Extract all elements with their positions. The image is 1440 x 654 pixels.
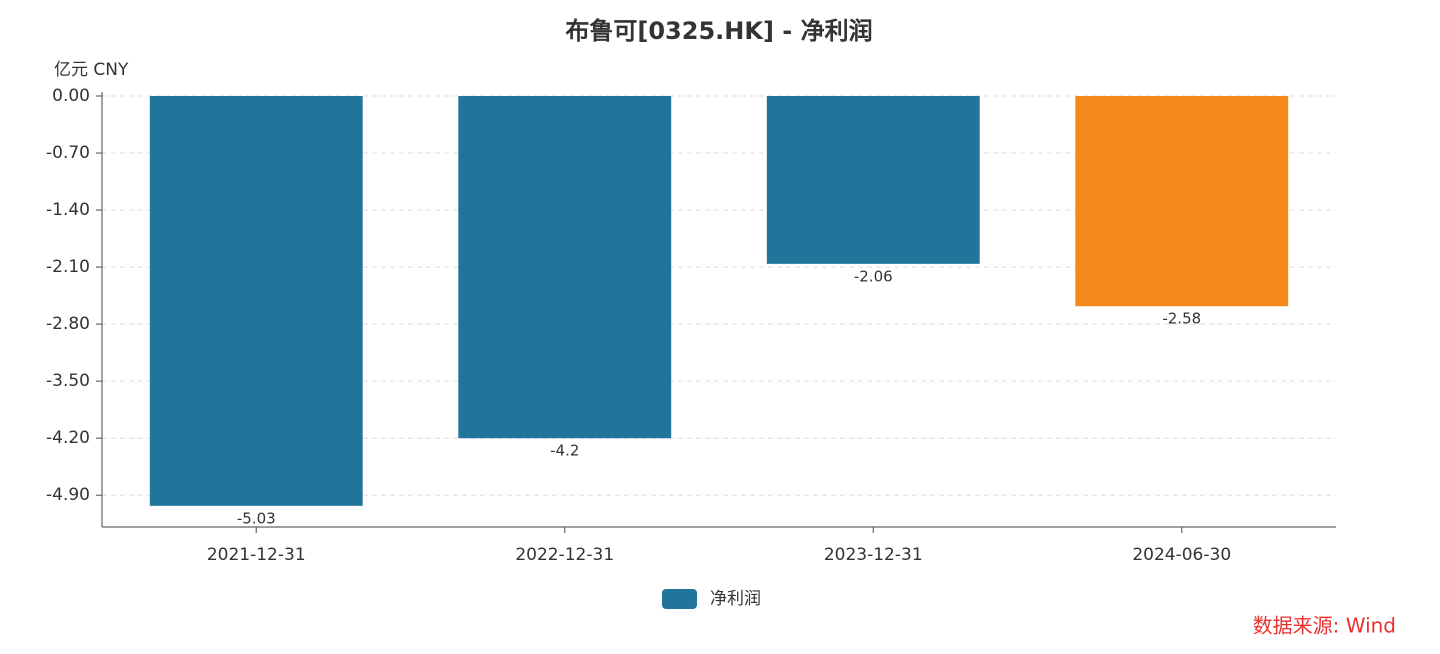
legend-swatch bbox=[662, 589, 697, 609]
y-tick-label: -4.20 bbox=[46, 428, 90, 448]
chart-title: 布鲁可[0325.HK] - 净利润 bbox=[565, 17, 872, 45]
bar bbox=[149, 96, 363, 506]
y-tick-label: -2.80 bbox=[46, 314, 90, 334]
y-tick-label: -3.50 bbox=[46, 371, 90, 391]
value-label: -5.03 bbox=[237, 509, 276, 527]
x-tick-label: 2023-12-31 bbox=[824, 545, 923, 565]
bar bbox=[458, 96, 672, 439]
x-tick-label: 2021-12-31 bbox=[207, 545, 306, 565]
legend-label: 净利润 bbox=[710, 589, 761, 609]
bar bbox=[1075, 96, 1289, 307]
y-tick-label: -1.40 bbox=[46, 200, 90, 220]
bar bbox=[766, 96, 980, 264]
value-label: -2.58 bbox=[1162, 310, 1201, 328]
x-tick-label: 2022-12-31 bbox=[515, 545, 614, 565]
y-unit: 亿元 CNY bbox=[54, 60, 129, 80]
y-tick-label: -4.90 bbox=[46, 485, 90, 505]
source: 数据来源: Wind bbox=[1253, 614, 1396, 638]
y-tick-label: -2.10 bbox=[46, 257, 90, 277]
x-tick-label: 2024-06-30 bbox=[1132, 545, 1231, 565]
y-tick-label: -0.70 bbox=[46, 143, 90, 163]
value-label: -2.06 bbox=[854, 267, 893, 285]
value-label: -4.2 bbox=[550, 442, 579, 460]
y-tick-label: 0.00 bbox=[52, 86, 90, 106]
